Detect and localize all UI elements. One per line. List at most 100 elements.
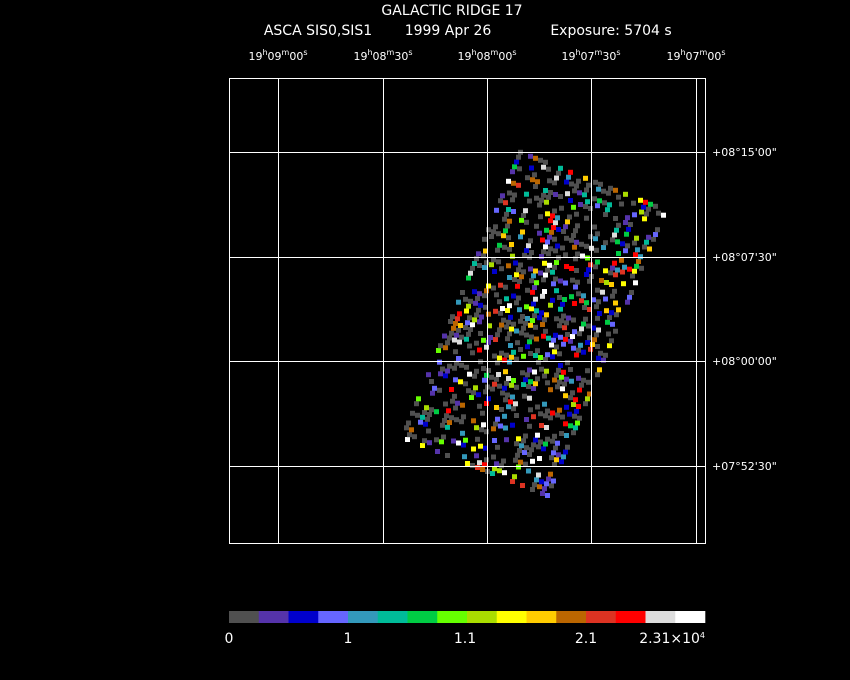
image-pixel (539, 423, 544, 428)
image-pixel (524, 304, 529, 310)
image-pixel (569, 378, 574, 384)
image-pixel (532, 172, 537, 178)
image-pixel (527, 452, 532, 457)
image-pixel (619, 201, 624, 207)
image-pixel (474, 256, 479, 262)
image-pixel (475, 465, 480, 470)
image-pixel (540, 293, 545, 299)
image-pixel (613, 272, 618, 278)
label-part: 2.1 (575, 631, 597, 647)
image-pixel (568, 395, 573, 401)
image-pixel (453, 405, 458, 411)
image-pixel (603, 352, 608, 358)
image-pixel (593, 179, 598, 185)
image-pixel (542, 486, 547, 492)
image-pixel (571, 233, 576, 238)
image-pixel (555, 215, 560, 221)
image-pixel (488, 335, 493, 340)
dec-label: +08°07'30" (712, 251, 777, 264)
ra-label: 19h07m00s (666, 48, 725, 63)
image-pixel (596, 327, 601, 333)
image-pixel (638, 254, 643, 260)
image-pixel (467, 343, 472, 349)
image-pixel (502, 216, 507, 222)
image-pixel (565, 219, 570, 225)
label-part: s (408, 48, 412, 57)
image-pixel (452, 337, 457, 343)
image-pixel (537, 456, 542, 461)
image-pixel (471, 418, 476, 424)
image-pixel (533, 437, 538, 443)
image-pixel (518, 318, 523, 324)
image-pixel (447, 363, 452, 369)
image-pixel (465, 320, 470, 326)
image-pixel (520, 370, 525, 376)
image-pixel (502, 470, 507, 476)
image-pixel (574, 239, 579, 245)
image-pixel (503, 425, 508, 431)
image-pixel (527, 395, 532, 401)
image-pixel (486, 227, 491, 233)
image-pixel (506, 263, 511, 269)
image-pixel (556, 170, 561, 176)
image-pixel (491, 229, 496, 235)
image-pixel (597, 311, 602, 316)
image-pixel (450, 398, 455, 404)
image-pixel (573, 256, 578, 262)
label-part: 30 (394, 50, 408, 63)
image-pixel (550, 410, 555, 416)
image-pixel (622, 264, 627, 270)
image-pixel (616, 222, 621, 228)
image-pixel (596, 355, 601, 361)
image-pixel (554, 260, 559, 265)
image-pixel (563, 393, 568, 399)
image-pixel (502, 357, 507, 363)
image-pixel (601, 245, 606, 250)
image-pixel (470, 322, 475, 328)
image-pixel (553, 220, 558, 226)
grid: 19h09m00s 19h08m30s 19h08m00s 19h07m30s 19h0… (229, 48, 777, 543)
image-pixel (610, 265, 615, 271)
image-pixel (573, 284, 578, 290)
image-pixel (559, 318, 564, 324)
image-pixel (463, 381, 468, 387)
label-part: 07 (686, 50, 700, 63)
image-pixel (534, 336, 539, 342)
date: 1999 Apr 26 (405, 23, 492, 39)
label-part: h (262, 48, 267, 57)
image-pixel (529, 334, 534, 340)
image-pixel (429, 407, 434, 413)
image-pixel (505, 308, 510, 313)
image-pixel (439, 439, 444, 445)
image-pixel (530, 487, 535, 492)
image-pixel (538, 214, 543, 220)
image-pixel (537, 202, 542, 208)
image-pixel (456, 299, 461, 305)
image-pixel (504, 380, 509, 386)
label-part: 08 (373, 50, 387, 63)
colorbar-swatch (467, 611, 498, 623)
image-pixel (478, 302, 483, 308)
image-pixel (587, 278, 592, 284)
image-pixel (584, 243, 589, 249)
image-pixel (573, 228, 578, 234)
image-pixel (549, 455, 554, 461)
image-pixel (489, 374, 494, 380)
image-pixel (571, 402, 576, 407)
image-pixel (644, 239, 649, 245)
image-pixel (459, 334, 464, 340)
image-pixel (604, 308, 609, 314)
image-pixel (558, 306, 563, 312)
image-pixel (563, 280, 568, 286)
image-pixel (494, 405, 499, 410)
image-pixel (544, 368, 549, 374)
image-pixel (538, 439, 543, 445)
label-part: s (721, 48, 725, 57)
image-pixel (545, 380, 550, 386)
image-pixel (505, 336, 510, 342)
image-pixel (467, 371, 472, 377)
image-pixel (623, 248, 628, 254)
image-pixel (547, 234, 552, 240)
label-part: 19 (561, 50, 575, 63)
image-pixel (449, 415, 454, 421)
